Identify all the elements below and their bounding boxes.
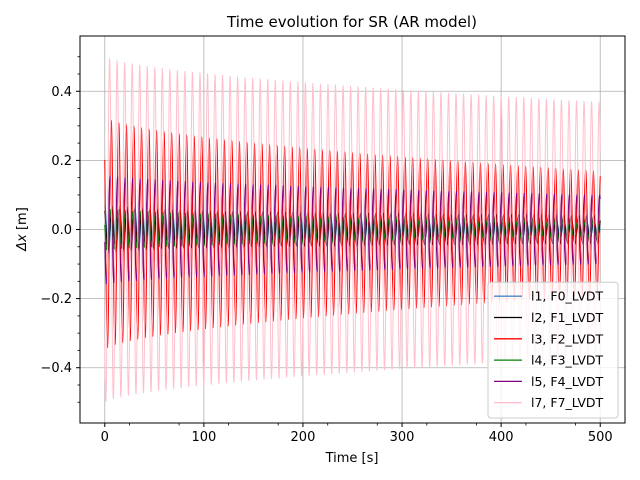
legend-entry-6: l7, F7_LVDT <box>531 395 604 410</box>
legend-entry-3: l3, F2_LVDT <box>531 331 604 346</box>
x-tick-label: 500 <box>588 430 613 445</box>
ticks: 0 100 200 300 400 500 −0.4 −0.2 0.0 0.2 0.4 <box>40 56 613 445</box>
y-tick-label: 0.2 <box>51 154 72 169</box>
legend-entry-2: l2, F1_LVDT <box>531 310 604 325</box>
x-tick-label: 300 <box>390 430 415 445</box>
series-group <box>104 58 601 402</box>
legend: l1, F0_LVDT l2, F1_LVDT l3, F2_LVDT l4, F3_… <box>487 281 619 419</box>
legend-entry-4: l4, F3_LVDT <box>531 353 604 368</box>
chart-title: Time evolution for SR (AR model) <box>226 13 477 31</box>
legend-entry-5: l5, F4_LVDT <box>531 374 604 389</box>
x-axis-label: Time [s] <box>325 451 379 466</box>
x-tick-label: 100 <box>191 430 216 445</box>
y-axis-label-symbol: Δx <box>15 234 30 252</box>
y-axis-label: Δx [m] <box>15 207 30 252</box>
x-tick-label: 400 <box>489 430 514 445</box>
x-tick-label: 200 <box>291 430 316 445</box>
y-tick-label: −0.2 <box>40 292 72 307</box>
legend-box <box>487 281 619 419</box>
x-tick-label: 0 <box>101 430 109 445</box>
legend-entry-1: l1, F0_LVDT <box>531 289 604 304</box>
series-line-6 <box>104 58 601 402</box>
y-tick-label: −0.4 <box>40 361 72 376</box>
y-axis-label-unit: [m] <box>15 207 30 230</box>
y-tick-label: 0.0 <box>51 223 72 238</box>
y-tick-label: 0.4 <box>51 85 72 100</box>
